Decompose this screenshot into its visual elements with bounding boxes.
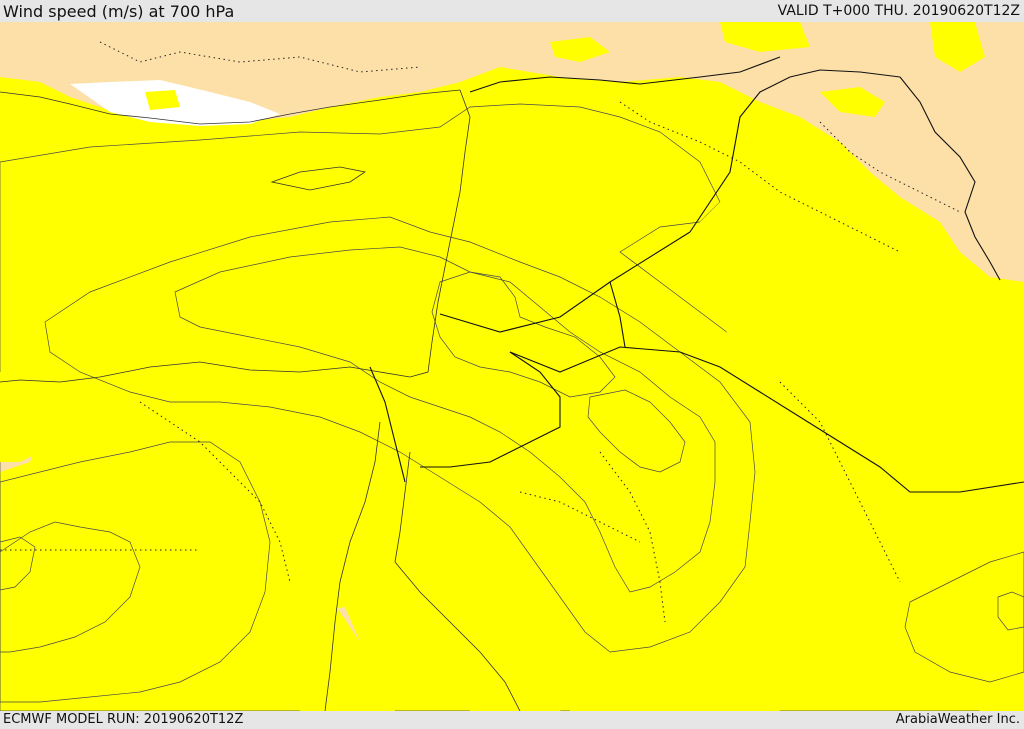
border-turkey-syria	[469, 56, 781, 93]
field-level5-west	[0, 536, 36, 591]
coastline-cyprus	[270, 166, 367, 191]
border-jordan-iraq	[439, 231, 691, 333]
header-bar: Wind speed (m/s) at 700 hPa VALID T+000 …	[0, 0, 1024, 22]
field-level4-southeast	[997, 591, 1024, 631]
coastline-levant	[379, 89, 471, 378]
field-level3-southeast	[904, 551, 1024, 683]
field-l1-hole-northeast	[680, 202, 1024, 711]
province-lines-1	[619, 101, 901, 253]
credit-text: ArabiaWeather Inc.	[895, 712, 1020, 727]
field-l1-hole-south	[555, 612, 780, 711]
border-saudi-iraq	[609, 281, 626, 348]
coastline-turkey	[0, 89, 461, 125]
field-l1-patch-d	[145, 90, 180, 110]
border-saudi-jordan	[509, 346, 1024, 493]
field-level4-west	[0, 521, 141, 653]
model-run: ECMWF MODEL RUN: 20190620T12Z	[3, 712, 244, 727]
footer-bar: ECMWF MODEL RUN: 20190620T12Z ArabiaWeat…	[0, 711, 1024, 729]
field-l1-patch-e	[20, 100, 60, 127]
wind-speed-map[interactable]	[0, 22, 1024, 711]
border-egypt-israel	[369, 366, 406, 483]
field-l1-patch-a	[820, 87, 885, 117]
field-level3	[44, 216, 756, 653]
field-level5-north	[431, 271, 616, 398]
valid-time: VALID T+000 THU. 20190620T12Z	[777, 3, 1020, 19]
field-l1-patch-c	[930, 22, 985, 72]
field-l1-patch-f	[720, 22, 810, 52]
border-jordan-saudi-south	[420, 351, 561, 468]
coastline-egypt	[0, 361, 381, 383]
border-iraq-iran	[899, 76, 1001, 281]
border-iraq-syria	[689, 69, 901, 233]
coastline-arabia-redsea	[394, 561, 521, 711]
coastline-gulf-aqaba	[394, 451, 411, 563]
field-level5-south	[587, 389, 686, 473]
coastline-gulf-suez	[324, 421, 381, 711]
field-low-north	[0, 22, 1024, 282]
field-level3-west	[0, 441, 271, 703]
field-l1-hole-redsea	[275, 582, 395, 711]
map-title: Wind speed (m/s) at 700 hPa	[3, 2, 235, 21]
map-canvas	[0, 22, 1024, 711]
field-l1-hole-sinai	[390, 482, 600, 711]
province-lines-2	[139, 401, 291, 583]
field-l1-hole-west	[0, 367, 80, 462]
province-lines-8	[519, 491, 641, 543]
field-l1-patch-b	[550, 37, 610, 62]
